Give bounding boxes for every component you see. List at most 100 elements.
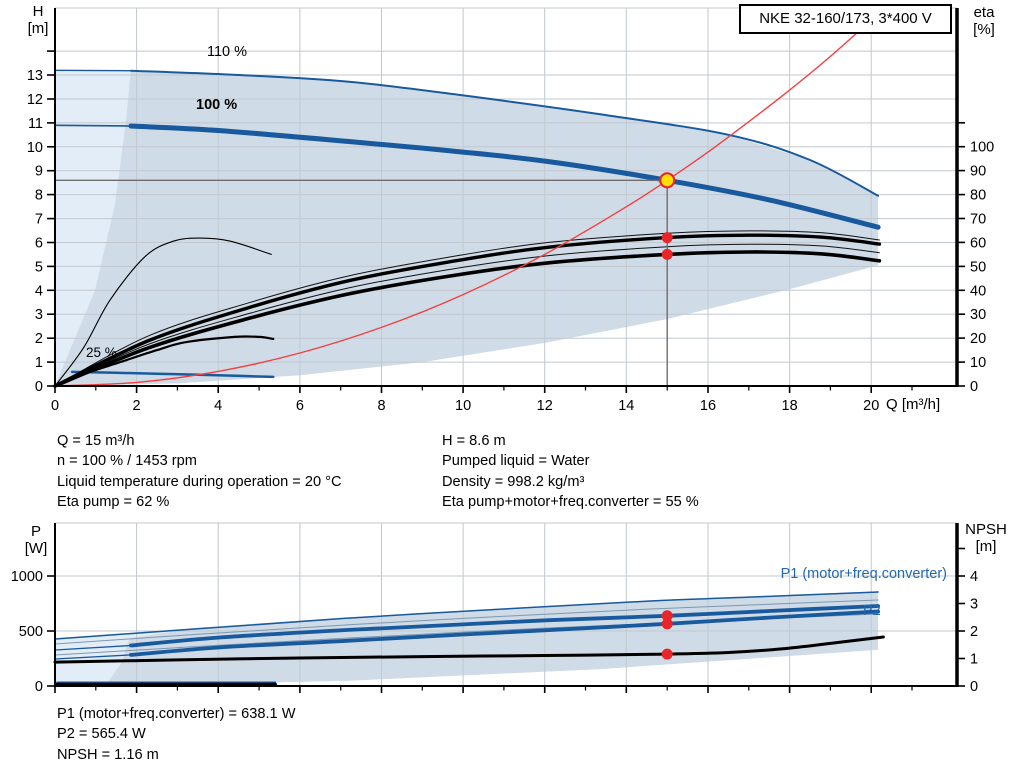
npsh-axis-name: NPSH [965, 521, 1007, 538]
speed-110-label: 110 % [207, 44, 248, 60]
tick-label: 1000 [11, 569, 43, 585]
npsh-curve [53, 635, 885, 664]
tick-label: 3 [970, 597, 978, 613]
tick-label: 3 [35, 307, 43, 323]
p2-point [661, 618, 673, 630]
eta-axis-label: eta [%] [963, 4, 1005, 38]
tick-label: 0 [970, 379, 978, 395]
result-eta-total: Eta pump+motor+freq.converter = 55 % [442, 494, 699, 511]
tick-label: 500 [19, 624, 43, 640]
tick-label: 14 [618, 398, 634, 414]
result-density: Density = 998.2 kg/m³ [442, 473, 585, 490]
tick-label: 1 [35, 355, 43, 371]
h-axis-name: H [32, 3, 44, 20]
p-axis-label: P [W] [18, 523, 54, 557]
speed-100-curve-inlet [54, 124, 132, 127]
duty-results-left: Q = 15 m³/h n = 100 % / 1453 rpm Liquid … [57, 431, 342, 513]
tick-label: 16 [700, 398, 716, 414]
pump-model-title: NKE 32-160/173, 3*400 V [739, 4, 952, 34]
p2-curve-inlet [54, 654, 132, 660]
speed-envelope-dark [55, 70, 879, 386]
tick-label: 0 [35, 379, 43, 395]
result-q: Q = 15 m³/h [57, 433, 135, 449]
tick-label: 40 [970, 283, 986, 299]
tick-label: 50 [970, 259, 986, 275]
tick-label: 0 [35, 679, 43, 695]
tick-label: 2 [35, 331, 43, 347]
tick-label: 12 [537, 398, 553, 414]
power-band-line-2 [54, 599, 879, 645]
tick-label: 10 [27, 140, 43, 156]
system-curve [54, 15, 876, 387]
eta-pump-25-curve [54, 237, 272, 387]
tick-label: 8 [377, 398, 385, 414]
tick-label: 0 [51, 398, 59, 414]
eta-total-25-curve [53, 335, 275, 388]
tick-label: 5 [35, 259, 43, 275]
eta-pump-point [661, 232, 673, 244]
eta-axis-unit: [%] [973, 21, 995, 38]
tick-label: 90 [970, 164, 986, 180]
tick-label: 20 [970, 331, 986, 347]
tick-label: 2 [133, 398, 141, 414]
tick-label: 4 [214, 398, 222, 414]
tick-label: 0 [970, 679, 978, 695]
result-npsh: NPSH = 1.16 m [57, 746, 159, 763]
tick-label: 80 [970, 188, 986, 204]
speed-25-curve [70, 370, 275, 379]
result-p2: P2 = 565.4 W [57, 726, 146, 743]
tick-label: 4 [35, 283, 43, 299]
tick-label: 8 [35, 188, 43, 204]
p1-curve-inlet [54, 644, 132, 651]
eta-total-curve [53, 250, 882, 388]
tick-label: 70 [970, 212, 986, 228]
tick-label: 30 [970, 307, 986, 323]
tick-label: 10 [970, 355, 986, 371]
tick-label: 7 [35, 212, 43, 228]
eta-band-mid-line [54, 243, 880, 387]
result-eta-pump: Eta pump = 62 % [57, 494, 170, 511]
duty-results-right: H = 8.6 m Pumped liquid = Water Density … [442, 431, 699, 513]
tick-label: 12 [27, 92, 43, 108]
result-h: H = 8.6 m [442, 433, 506, 449]
tick-label: 18 [782, 398, 798, 414]
tick-label: 6 [296, 398, 304, 414]
h-axis-unit: [m] [27, 20, 49, 37]
tick-label: 13 [27, 68, 43, 84]
speed-100-label: 100 % [196, 97, 238, 113]
q-axis-label: Q [m³/h] [886, 396, 941, 413]
power-results: P1 (motor+freq.converter) = 638.1 W P2 =… [57, 704, 295, 765]
tick-label: 10 [455, 398, 471, 414]
p1-curve [129, 604, 880, 648]
speed-100-curve [128, 123, 881, 230]
eta-pump-curve [53, 233, 882, 388]
tick-label: 9 [35, 164, 43, 180]
p2-curve [129, 609, 880, 657]
p1-curve-label: P1 (motor+freq.converter) [780, 566, 947, 582]
result-speed: n = 100 % / 1453 rpm [57, 453, 197, 470]
eta-axis-name: eta [973, 4, 995, 21]
p-axis-name: P [30, 523, 41, 540]
tick-label: 100 [970, 140, 994, 156]
npsh-axis-label: NPSH [m] [960, 521, 1012, 555]
tick-label: 11 [28, 116, 43, 132]
tick-label: 1 [970, 652, 978, 668]
duty-point[interactable] [659, 172, 676, 189]
eta-total-point [661, 248, 673, 260]
result-liquid-temp: Liquid temperature during operation = 20… [57, 473, 342, 490]
p1-110-edge [54, 591, 879, 640]
speed-110-curve [129, 69, 880, 197]
npsh-axis-unit: [m] [975, 538, 997, 555]
eta-pump-band-edge [54, 230, 880, 387]
speed-25-label: 25 % [86, 345, 117, 360]
tick-label: 20 [863, 398, 879, 414]
result-liquid: Pumped liquid = Water [442, 453, 590, 470]
p2-curve-label: P2 [863, 603, 881, 619]
p1-point [661, 610, 673, 622]
result-p1: P1 (motor+freq.converter) = 638.1 W [57, 706, 296, 722]
h-axis-label: H [m] [20, 3, 56, 37]
tick-label: 4 [970, 569, 978, 585]
tick-label: 60 [970, 235, 986, 251]
